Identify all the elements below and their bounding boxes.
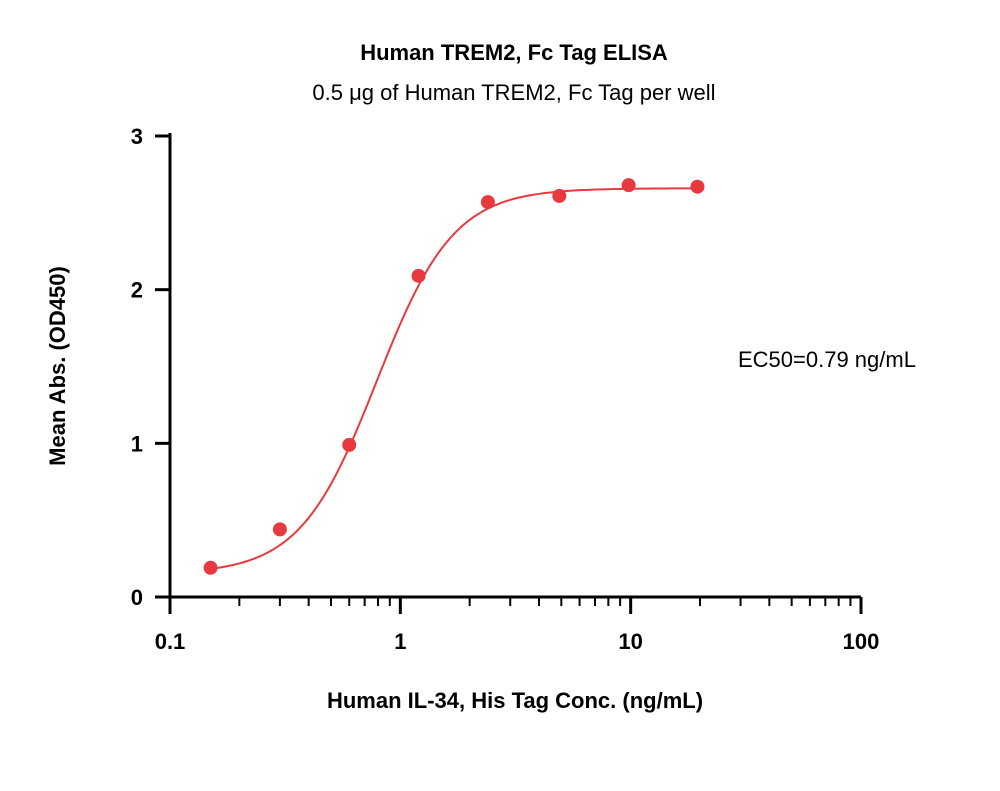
data-points [203,178,705,575]
data-point [552,188,567,203]
y-axis-label: Mean Abs. (OD450) [45,266,70,466]
x-tick-label: 10 [618,629,642,654]
y-tick-label: 1 [131,431,143,456]
x-tick-label: 100 [843,629,880,654]
x-axis-label: Human IL-34, His Tag Conc. (ng/mL) [327,688,703,713]
fit-curve [210,187,698,570]
data-point [480,195,495,210]
chart-subtitle: 0.5 μg of Human TREM2, Fc Tag per well [312,80,715,105]
ec50-annotation: EC50=0.79 ng/mL [738,347,916,372]
y-tick-label: 2 [131,278,143,303]
data-point [342,437,357,452]
y-tick-label: 3 [131,124,143,149]
y-tick-label: 0 [131,585,143,610]
x-tick-label: 0.1 [155,629,186,654]
axes [168,133,861,599]
data-point [411,268,426,283]
x-ticks: 0.1 1 10 100 [155,597,880,654]
data-point [203,560,218,575]
chart-title: Human TREM2, Fc Tag ELISA [360,40,668,65]
data-point [621,178,636,193]
data-point [272,522,287,537]
x-tick-label: 1 [394,629,406,654]
x-minor-ticks [238,597,852,606]
y-ticks: 0 1 2 3 [131,124,170,610]
data-point [690,179,705,194]
